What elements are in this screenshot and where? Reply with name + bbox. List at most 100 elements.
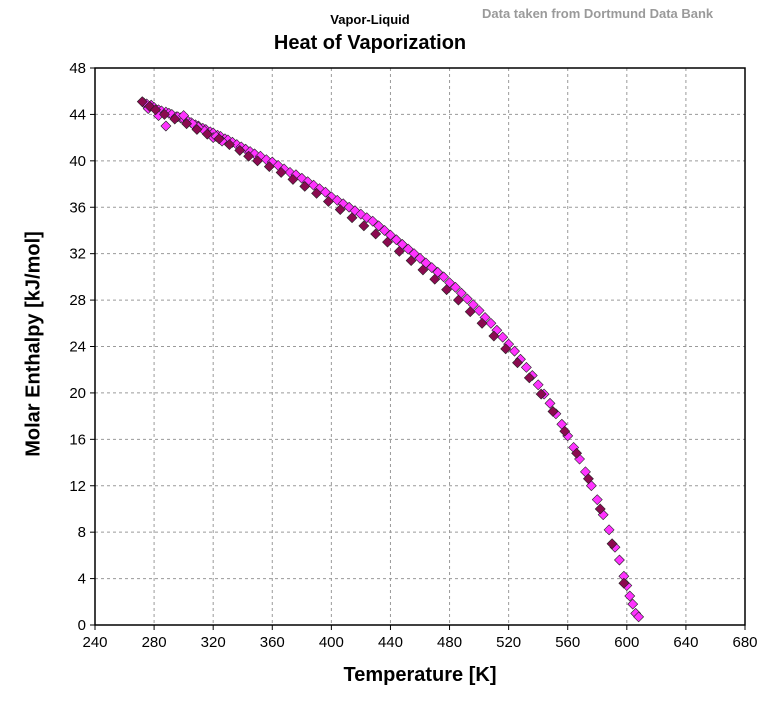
x-tick-label: 320 (201, 634, 226, 651)
y-tick-label: 40 (69, 153, 86, 170)
data-point (532, 379, 544, 391)
x-axis-label: Temperature [K] (343, 664, 497, 686)
data-point (136, 96, 148, 108)
x-tick-label: 560 (555, 634, 580, 651)
data-point (476, 317, 488, 329)
data-point (373, 220, 385, 232)
x-tick-label: 600 (614, 634, 639, 651)
data-point (429, 273, 441, 285)
data-point (361, 212, 373, 224)
data-point (582, 473, 594, 485)
data-point (311, 187, 323, 199)
y-axis-label: Molar Enthalpy [kJ/mol] (22, 231, 45, 457)
data-point (393, 245, 405, 257)
data-point (627, 598, 639, 610)
data-point (559, 425, 571, 437)
x-tick-label: 400 (319, 634, 344, 651)
data-point (441, 284, 453, 296)
data-point (390, 234, 402, 246)
y-tick-label: 44 (69, 106, 86, 123)
data-point (331, 194, 343, 206)
data-point (509, 345, 520, 357)
data-point (358, 220, 370, 232)
data-point (370, 228, 382, 240)
data-point (614, 554, 625, 566)
data-point (160, 120, 172, 132)
x-tick-label: 680 (732, 634, 757, 651)
data-point (213, 133, 225, 145)
y-tick-label: 4 (78, 571, 86, 588)
data-point (485, 317, 497, 329)
chart-title: Heat of Vaporization (273, 32, 467, 54)
data-point (181, 118, 193, 130)
data-point (500, 343, 512, 355)
data-point (201, 128, 213, 140)
data-point (252, 155, 263, 167)
data-point (488, 330, 500, 342)
data-point (547, 406, 559, 417)
data-point (535, 388, 547, 400)
data-point (633, 611, 645, 623)
data-point (150, 104, 161, 116)
y-tick-label: 32 (69, 246, 86, 263)
data-point (382, 236, 393, 248)
data-point (497, 331, 509, 343)
data-point (234, 144, 246, 156)
data-point (594, 503, 606, 515)
data-point (520, 361, 532, 373)
data-point (452, 294, 464, 306)
data-point (224, 139, 235, 151)
data-point (438, 271, 450, 283)
data-point (243, 150, 255, 162)
data-point (450, 281, 461, 293)
y-tick-label: 28 (69, 292, 86, 309)
data-point (618, 577, 630, 589)
y-tick-label: 8 (78, 524, 86, 541)
y-tick-label: 20 (69, 385, 86, 402)
data-point (144, 100, 156, 112)
data-source-note: Data taken from Dortmund Data Bank (482, 6, 714, 21)
data-point (263, 161, 275, 173)
data-point (544, 397, 556, 409)
data-point (606, 538, 618, 550)
data-point (296, 172, 308, 184)
data-point (417, 264, 429, 276)
data-point (367, 215, 379, 227)
data-point (287, 173, 299, 185)
data-point (322, 196, 334, 207)
data-point (159, 108, 170, 120)
y-tick-label: 16 (69, 431, 86, 448)
x-tick-label: 480 (437, 634, 462, 651)
x-tick-label: 240 (82, 634, 107, 651)
data-point (169, 113, 181, 125)
y-tick-label: 0 (78, 617, 86, 634)
x-tick-label: 360 (260, 634, 285, 651)
data-point (414, 252, 426, 264)
data-point (320, 186, 331, 198)
y-tick-label: 36 (69, 199, 86, 216)
data-point (178, 110, 190, 122)
data-point (299, 180, 311, 192)
data-point (402, 243, 414, 255)
chart-subtitle: Vapor-Liquid (330, 12, 410, 27)
x-tick-label: 520 (496, 634, 521, 651)
data-point (334, 204, 346, 215)
data-point (624, 590, 636, 602)
data-point (275, 167, 287, 178)
y-tick-label: 48 (69, 60, 86, 77)
y-tick-label: 12 (69, 478, 86, 495)
data-point (571, 447, 583, 459)
data-point (603, 524, 615, 536)
data-point (426, 262, 438, 274)
data-point (512, 357, 523, 369)
x-tick-label: 440 (378, 634, 403, 651)
x-tick-label: 280 (142, 634, 167, 651)
data-point (461, 293, 473, 305)
data-point (346, 212, 358, 224)
data-point (191, 124, 203, 135)
data-point (379, 225, 390, 236)
y-tick-label: 24 (69, 339, 86, 356)
data-point (591, 494, 603, 506)
data-point (523, 372, 535, 384)
